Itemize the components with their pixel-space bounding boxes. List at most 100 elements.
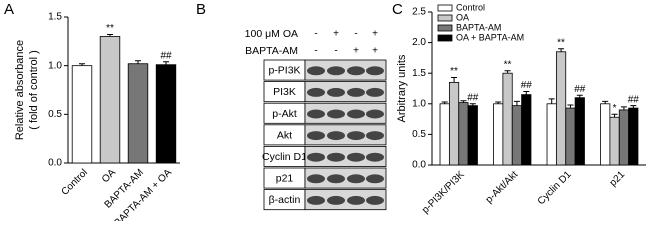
y-tick-label: 1.0 bbox=[48, 60, 62, 71]
legend-label: BAPTA-AM bbox=[456, 22, 501, 32]
y-tick-label: 0.0 bbox=[412, 160, 426, 171]
blot-band bbox=[366, 195, 384, 205]
treatment-sign: - bbox=[354, 29, 357, 40]
bar bbox=[155, 64, 177, 164]
y-tick-label: 2.0 bbox=[412, 37, 426, 48]
error-bar bbox=[523, 91, 530, 95]
bar bbox=[618, 109, 630, 166]
treatment-sign: + bbox=[372, 46, 378, 57]
bar bbox=[628, 107, 639, 166]
x-tick-label: p21 bbox=[608, 169, 628, 189]
bar bbox=[127, 63, 149, 164]
blot-band bbox=[366, 109, 384, 119]
y-tick-label: 0.5 bbox=[48, 109, 62, 120]
y-tick-label: 1.0 bbox=[412, 98, 426, 109]
y-tick-label: 0.5 bbox=[412, 129, 426, 140]
error-bar bbox=[558, 48, 565, 52]
blot-row-label: PI3K bbox=[273, 86, 296, 98]
blot-band bbox=[307, 174, 325, 184]
y-tick-label: 1.5 bbox=[48, 12, 62, 23]
treatment-sign: - bbox=[314, 29, 317, 40]
error-bar bbox=[630, 105, 637, 109]
y-axis-label: ( fold of control ) bbox=[28, 50, 40, 129]
bar bbox=[439, 103, 450, 166]
blot-strip bbox=[304, 81, 387, 103]
treatment-sign: - bbox=[334, 46, 337, 57]
bar bbox=[555, 51, 567, 166]
blot-band bbox=[307, 195, 325, 205]
bar bbox=[99, 36, 121, 164]
blot-band bbox=[327, 66, 345, 76]
blot-band bbox=[307, 109, 325, 119]
blot-row-label: p-Akt bbox=[272, 108, 297, 120]
figure: A B C 0.0 0.5 1.0 1.5 Relative absorbance( f… bbox=[4, 1, 646, 221]
bar bbox=[609, 116, 620, 166]
bar bbox=[502, 72, 513, 166]
bar bbox=[546, 103, 557, 166]
blot-band bbox=[366, 174, 384, 184]
blot-row-label: β-actin bbox=[269, 194, 301, 206]
panel-label: C bbox=[392, 1, 403, 18]
blot-strip bbox=[304, 124, 387, 146]
bar bbox=[600, 103, 611, 166]
annotation: ** bbox=[557, 37, 565, 48]
blot-band bbox=[366, 66, 384, 76]
bar bbox=[467, 105, 478, 166]
treatment-label: 100 μM OA bbox=[245, 28, 298, 40]
blot-band bbox=[347, 152, 365, 162]
blot-row-label: p-PI3K bbox=[268, 65, 300, 77]
y-axis-label: Arbitrary units bbox=[396, 54, 408, 122]
error-bar bbox=[495, 101, 502, 104]
annotation: ** bbox=[106, 23, 114, 34]
error-bar bbox=[460, 100, 467, 103]
blot-band bbox=[347, 87, 365, 97]
error-bar bbox=[504, 70, 511, 74]
annotation: ## bbox=[467, 92, 479, 103]
treatment-sign: + bbox=[333, 29, 339, 40]
treatment-sign: + bbox=[353, 46, 359, 57]
error-bar bbox=[576, 94, 583, 98]
error-bar bbox=[469, 103, 476, 106]
blot-row-label: Cyclin D1 bbox=[262, 151, 307, 163]
blot-strip bbox=[304, 189, 387, 211]
blot-band bbox=[307, 152, 325, 162]
blot-band bbox=[347, 195, 365, 205]
annotation: ## bbox=[628, 94, 640, 105]
blot-strip bbox=[304, 145, 387, 167]
bar bbox=[574, 97, 585, 166]
error-bar bbox=[611, 113, 618, 118]
bar bbox=[521, 94, 532, 166]
x-tick-label: Control bbox=[59, 167, 90, 198]
bar bbox=[493, 103, 504, 166]
y-tick-label: 1.5 bbox=[412, 68, 426, 79]
bar bbox=[458, 102, 469, 166]
annotation: ** bbox=[450, 66, 458, 77]
bar bbox=[448, 81, 460, 166]
treatment-label: BAPTA-AM bbox=[245, 45, 298, 57]
blot-row-label: p21 bbox=[276, 173, 294, 185]
blot-band bbox=[327, 131, 345, 141]
y-tick-label: 2.5 bbox=[412, 7, 426, 18]
error-bar bbox=[567, 104, 574, 109]
error-bar bbox=[548, 98, 555, 104]
legend-swatch bbox=[437, 24, 453, 32]
blot-strip bbox=[304, 167, 387, 189]
panel-label: B bbox=[196, 1, 206, 18]
bar bbox=[71, 65, 93, 164]
panel-label: A bbox=[4, 1, 14, 18]
legend-label: OA bbox=[456, 12, 469, 22]
blot-band bbox=[347, 174, 365, 184]
annotation: ## bbox=[521, 80, 533, 91]
annotation: ## bbox=[160, 50, 172, 61]
blot-band bbox=[327, 109, 345, 119]
annotation: * bbox=[613, 103, 617, 114]
blot-band bbox=[347, 109, 365, 119]
legend-label: Control bbox=[456, 2, 485, 12]
x-tick-label: Cyclin D1 bbox=[536, 169, 574, 207]
blot-band bbox=[366, 131, 384, 141]
blot-band bbox=[347, 131, 365, 141]
bar bbox=[565, 107, 576, 166]
blot-band bbox=[327, 174, 345, 184]
legend-label: OA + BAPTA-AM bbox=[456, 32, 524, 42]
bar bbox=[511, 105, 523, 166]
